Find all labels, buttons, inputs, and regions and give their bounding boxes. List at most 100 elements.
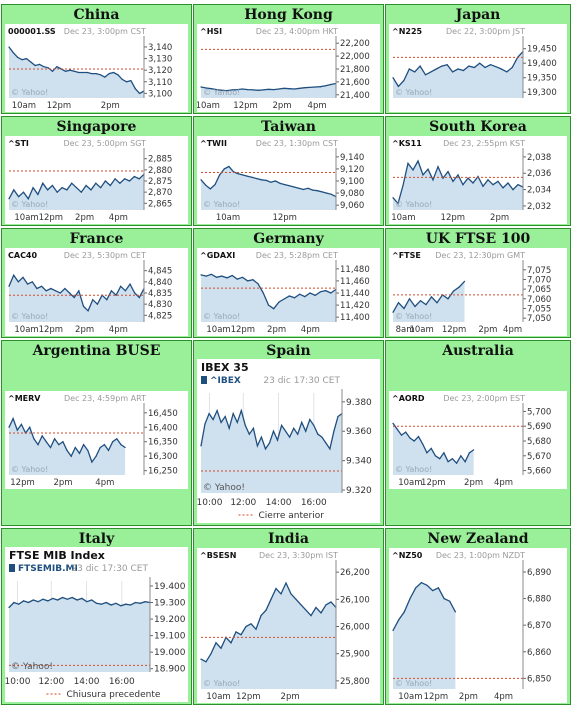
data-point	[329, 448, 331, 450]
data-point	[437, 587, 439, 589]
symbol-label: 000001.SS	[8, 27, 56, 36]
y-tick-label: 21,600	[340, 78, 370, 88]
y-tick-label: 19.100	[154, 632, 186, 642]
timestamp-label: Dec 23, 5:00pm SGT	[63, 139, 146, 148]
data-point	[304, 296, 306, 298]
y-tick-label: 2,032	[527, 202, 551, 212]
data-point	[265, 179, 267, 181]
chart-singapore[interactable]: ^STI Dec 23, 5:00pm SGT2,8852,8802,8752,8…	[5, 136, 188, 224]
data-point	[91, 461, 93, 463]
data-point	[447, 461, 449, 463]
panel-title[interactable]: South Korea	[429, 119, 527, 135]
data-point	[407, 162, 409, 164]
panel-title[interactable]: India	[268, 531, 309, 547]
x-tick-label: 2pm	[459, 692, 478, 702]
panel-title[interactable]: Argentina BUSE	[32, 343, 161, 359]
y-tick-label: 26,000	[340, 623, 370, 633]
data-point	[268, 442, 271, 444]
data-point	[463, 280, 466, 282]
data-point	[200, 274, 202, 276]
chart-france[interactable]: CAC40 Dec 23, 5:30pm CET4,8454,8404,8354,…	[5, 248, 188, 336]
y-tick-label: 2,880	[148, 166, 172, 176]
y-tick-label: 9,060	[340, 201, 364, 211]
data-point	[231, 89, 233, 91]
data-point	[309, 86, 311, 88]
panel-title[interactable]: Spain	[266, 343, 311, 359]
panel-title[interactable]: China	[73, 7, 120, 23]
symbol-label: ^NZ50	[392, 551, 423, 560]
x-tick-label: 12pm	[236, 692, 261, 702]
chart-china[interactable]: 000001.SS Dec 23, 3:00pm CST3,1403,1303,1…	[5, 24, 188, 112]
chart-uk-ftse-100[interactable]: ^FTSE Dec 23, 12:30pm GMT7,0757,0707,0657…	[389, 248, 567, 336]
data-point	[37, 193, 39, 195]
data-point	[484, 66, 486, 69]
data-point	[139, 602, 141, 604]
x-tick-label: 4pm	[301, 325, 320, 335]
timestamp-label: Dec 23, 4:59pm ART	[64, 394, 146, 403]
data-point	[37, 601, 39, 603]
data-point	[236, 278, 238, 280]
symbol-label: ^IBEX	[210, 376, 241, 386]
data-point	[288, 88, 290, 90]
data-point	[29, 426, 31, 428]
panel-title[interactable]: Singapore	[56, 119, 137, 135]
data-point	[454, 611, 456, 613]
data-point	[104, 180, 106, 182]
panel-title[interactable]: Germany	[253, 231, 324, 247]
data-point	[247, 175, 249, 177]
data-point	[439, 458, 441, 460]
data-point	[468, 452, 470, 454]
x-tick-label: 12:00	[230, 498, 256, 508]
data-point	[432, 590, 434, 592]
panel-title[interactable]: Italy	[78, 531, 115, 547]
data-point	[58, 444, 60, 446]
y-tick-label: 16,450	[148, 409, 178, 419]
data-point	[337, 415, 339, 418]
panel-title[interactable]: Australia	[442, 343, 514, 359]
price-line	[200, 408, 343, 451]
panel-title[interactable]: France	[69, 231, 124, 247]
data-point	[506, 71, 508, 73]
panel-title[interactable]: Taiwan	[261, 119, 316, 135]
data-point	[237, 173, 239, 175]
y-tick-label: 9.380	[346, 398, 372, 408]
data-point	[22, 191, 25, 193]
symbol-label: ^N225	[392, 27, 423, 36]
panel-title[interactable]: UK FTSE 100	[425, 231, 531, 247]
x-tick-label: 10am	[216, 213, 240, 223]
y-tick-label: 26,100	[340, 595, 370, 605]
panel-title[interactable]: New Zealand	[427, 531, 529, 547]
data-point	[305, 430, 307, 432]
data-point	[81, 597, 83, 599]
data-point	[512, 189, 514, 191]
data-point	[108, 73, 110, 75]
data-point	[216, 410, 218, 412]
panel-title[interactable]: Japan	[455, 7, 501, 23]
chart-spain[interactable]: IBEX 35 ^IBEX 23 dic 17:30 CET 9.380 9.360 9.…	[197, 359, 380, 523]
data-point	[209, 188, 211, 190]
y-tick-label: 19,400	[527, 59, 557, 69]
data-point	[95, 602, 98, 604]
data-point	[119, 182, 121, 184]
data-point	[205, 661, 207, 663]
data-point	[267, 88, 270, 90]
y-tick-label: 3,140	[148, 43, 172, 53]
x-tick-label: 10am	[409, 325, 433, 335]
data-point	[74, 446, 76, 449]
data-point	[414, 305, 416, 308]
y-tick-label: 6,870	[527, 621, 551, 631]
data-point	[424, 74, 427, 76]
y-tick-label: 4,830	[148, 300, 172, 310]
panel-title[interactable]: Hong Kong	[244, 7, 333, 23]
data-point	[8, 46, 10, 48]
